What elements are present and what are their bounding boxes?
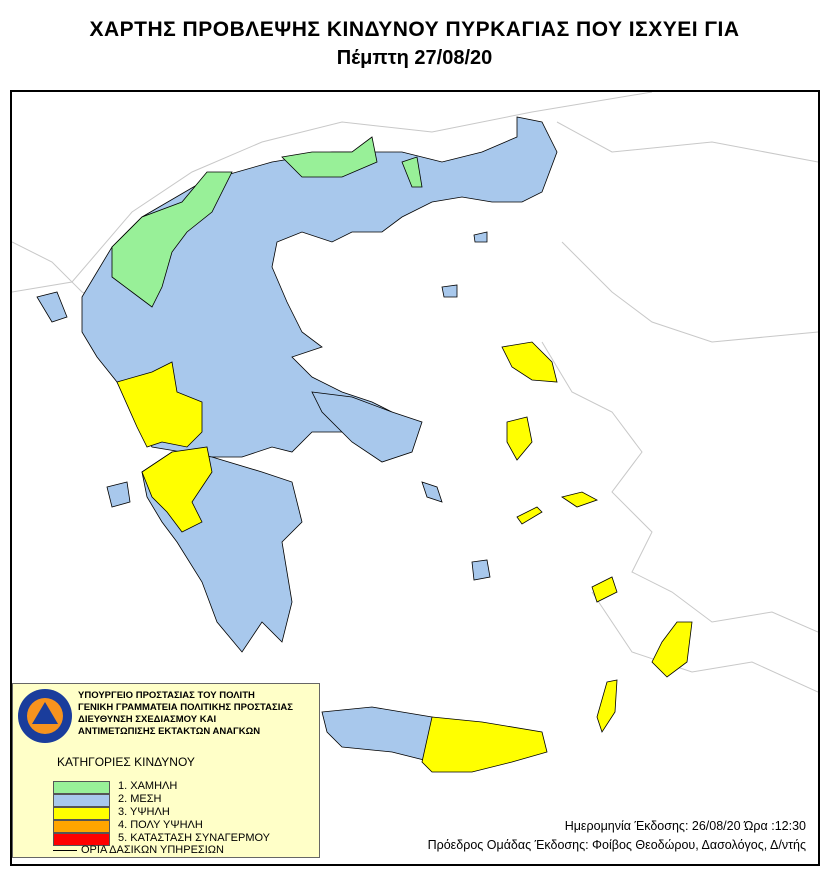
region-crete-east-high [421, 716, 548, 773]
legend-label: 5. ΚΑΤΑΣΤΑΣΗ ΣΥΝΑΓΕΡΜΟΥ [118, 832, 271, 844]
island-naxos-medium [471, 559, 491, 581]
org-line: ΑΝΤΙΜΕΤΩΠΙΣΗΣ ΕΚΤΑΚΤΩΝ ΑΝΑΓΚΩΝ [78, 726, 261, 737]
legend-label: 2. ΜΕΣΗ [118, 793, 162, 805]
island-kos-high [591, 576, 618, 603]
legend: ΥΠΟΥΡΓΕΙΟ ΠΡΟΣΤΑΣΙΑΣ ΤΟΥ ΠΟΛΙΤΗ ΓΕΝΙΚΗ Γ… [12, 683, 320, 858]
boundary-label: ΟΡΙΑ ΔΑΣΙΚΩΝ ΥΠΗΡΕΣΙΩΝ [81, 844, 224, 856]
island-rhodes-high [651, 621, 693, 678]
legend-label: 3. ΥΨΗΛΗ [118, 806, 170, 818]
island-samothraki-medium [473, 231, 488, 243]
legend-boundary: ΟΡΙΑ ΔΑΣΙΚΩΝ ΥΠΗΡΕΣΙΩΝ [53, 844, 224, 856]
island-karpathos-high [596, 679, 618, 733]
island-samos-high [561, 491, 598, 508]
region-northwest-low [111, 171, 233, 308]
island-chios-high [506, 416, 533, 461]
civil-protection-logo [18, 689, 72, 743]
island-corfu-medium [36, 291, 68, 323]
swatch [53, 807, 110, 820]
swatch [53, 794, 110, 807]
swatch [53, 781, 110, 794]
org-line: ΔΙΕΥΘΥΝΣΗ ΣΧΕΔΙΑΣΜΟΥ ΚΑΙ [78, 714, 217, 725]
org-line: ΓΕΝΙΚΗ ΓΡΑΜΜΑΤΕΙΑ ΠΟΛΙΤΙΚΗΣ ΠΡΟΣΤΑΣΙΑΣ [78, 702, 293, 713]
issuer: Πρόεδρος Ομάδας Έκδοσης: Φοίβος Θεοδώρου… [427, 838, 806, 852]
island-lesvos-high [501, 341, 558, 383]
island-ikaria-high [516, 506, 543, 525]
island-thasos-medium [441, 284, 458, 298]
categories-title: ΚΑΤΗΓΟΡΙΕΣ ΚΙΝΔΥΝΟΥ [57, 755, 195, 769]
swatch [53, 833, 110, 846]
org-line: ΥΠΟΥΡΓΕΙΟ ΠΡΟΣΤΑΣΙΑΣ ΤΟΥ ΠΟΛΙΤΗ [78, 690, 255, 701]
fire-risk-map [12, 92, 818, 773]
region-north-east-low [401, 156, 423, 188]
island-kefalonia-medium [106, 481, 131, 508]
legend-label: 1. ΧΑΜΗΛΗ [118, 780, 178, 792]
issue-date: Ημερομηνία Έκδοσης: 26/08/20 Ώρα :12:30 [564, 819, 806, 833]
region-euboea-medium [311, 391, 423, 463]
region-north-low [281, 136, 378, 178]
swatch [53, 820, 110, 833]
boundary-line-icon [53, 849, 77, 851]
map-date: Πέμπτη 27/08/20 [336, 47, 493, 69]
region-peloponnese-nw-high [141, 446, 213, 533]
legend-label: 4. ΠΟΛΥ ΥΨΗΛΗ [118, 819, 203, 831]
island-andros-medium [421, 481, 443, 503]
map-title: ΧΑΡΤΗΣ ΠΡΟΒΛΕΨΗΣ ΚΙΝΔΥΝΟΥ ΠΥΡΚΑΓΙΑΣ ΠΟΥ … [89, 18, 740, 41]
region-west-high [116, 361, 203, 448]
